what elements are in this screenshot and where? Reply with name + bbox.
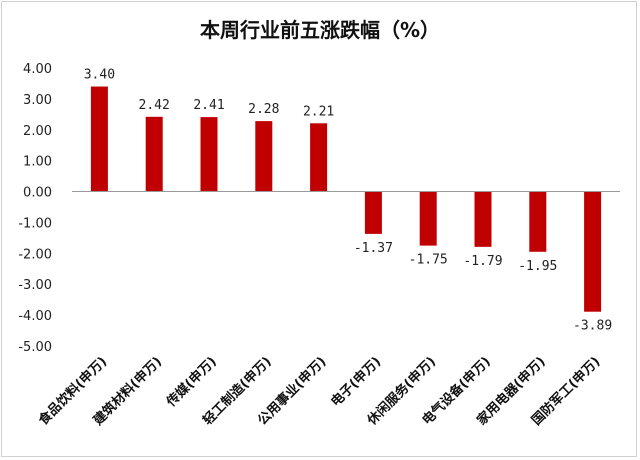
y-tick-label: -3.00 [18,278,52,293]
data-label: 2.41 [193,98,224,113]
y-tick-label: 2.00 [23,124,52,139]
bar [529,191,547,252]
y-tick-label: 4.00 [23,62,52,77]
y-tick-label: -4.00 [18,309,52,324]
category-label: 传媒(申万) [163,354,220,411]
y-tick-label: 1.00 [23,155,52,170]
category-label: 电子(申万) [328,354,384,410]
data-label: 2.42 [139,98,170,113]
data-label: -1.75 [409,253,448,268]
data-label: 3.40 [84,68,115,83]
data-label: -1.79 [463,254,502,269]
y-tick-label: -2.00 [18,247,52,262]
category-labels: 食品饮料(申万)建筑材料(申万) 传媒(申万)轻工制造(申万)公用事业(申万) 电子… [35,354,603,430]
bar [200,117,218,192]
data-label: 2.28 [248,102,279,117]
data-label: -1.95 [518,259,557,274]
bar [364,191,382,234]
data-label: -1.37 [354,241,393,256]
y-tick-label: 3.00 [23,93,52,108]
bar [584,191,602,312]
y-tick-label: 0.00 [23,186,52,201]
bar [474,191,492,247]
bar [145,116,163,192]
y-tick-label: -1.00 [18,216,52,231]
chart-title: 本周行业前五涨跌幅（%） [199,18,441,42]
data-label: -3.89 [573,319,612,334]
bar [310,123,328,192]
bar [255,121,273,192]
y-axis: 4.00 3.00 2.00 1.00 0.00 -1.00 -2.00 -3.00 -4.00… [18,62,52,355]
bar [419,191,437,246]
y-tick-label: -5.00 [18,340,52,355]
data-labels: 3.40 2.42 2.41 2.28 2.21 -1.37 -1.75 -1.79 -1.95… [84,68,612,334]
bars [90,86,602,312]
bar [90,86,108,192]
data-label: 2.21 [303,104,334,119]
